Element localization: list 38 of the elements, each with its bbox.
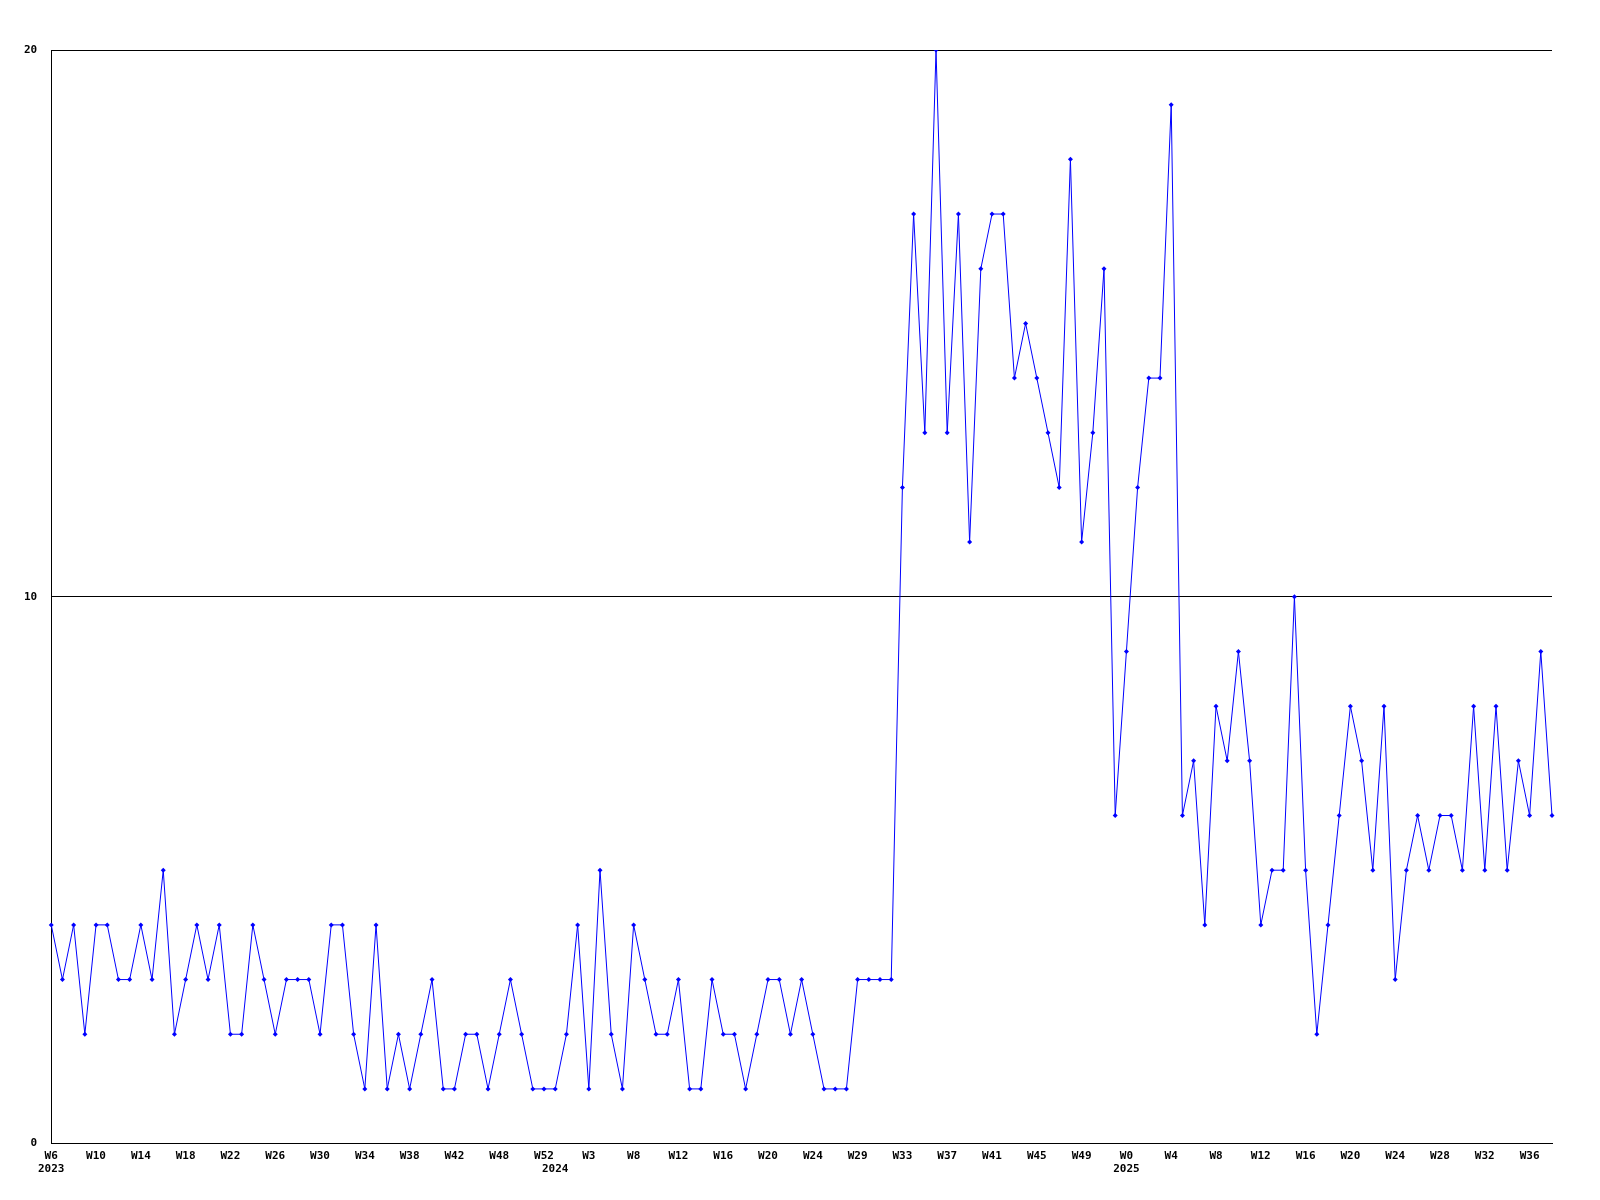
x-tick-label: W0 2025: [1113, 1149, 1140, 1176]
x-tick-label: W32: [1474, 1149, 1495, 1163]
x-tick-label: W28: [1430, 1149, 1450, 1163]
x-tick-label: W24: [802, 1149, 824, 1163]
x-tick-label: W30: [310, 1149, 330, 1163]
x-tick-label: W20: [1340, 1149, 1361, 1163]
x-tick-label: W49: [1071, 1149, 1092, 1163]
x-tick-label: W37: [937, 1149, 958, 1163]
x-tick-label: W16: [713, 1149, 734, 1163]
x-tick-label: W16: [1295, 1149, 1316, 1163]
y-tick-label: 10: [24, 589, 38, 603]
x-tick-label: W6 2023: [38, 1149, 65, 1176]
x-tick-label: W52: [534, 1149, 554, 1163]
y-tick-label: 20: [24, 42, 38, 56]
x-tick-label: W36: [1519, 1149, 1540, 1163]
x-tick-label: W29: [847, 1149, 868, 1163]
x-tick-label: W34: [354, 1149, 376, 1163]
x-tick-label: W12: [668, 1149, 689, 1163]
x-tick-label: W38: [399, 1149, 420, 1163]
x-tick-label: W4: [1164, 1149, 1179, 1163]
x-tick-label: W8: [627, 1149, 641, 1163]
x-tick-label: W42: [444, 1149, 465, 1163]
x-tick-label: W14: [130, 1149, 152, 1163]
y-tick-label: 0: [30, 1136, 38, 1150]
x-tick-label: W33: [892, 1149, 913, 1163]
x-tick-label: W3: [582, 1149, 596, 1163]
x-tick-label: W8: [1209, 1149, 1223, 1163]
x-tick-label: W20: [758, 1149, 778, 1163]
x-tick-label: W10: [86, 1149, 106, 1163]
x-tick-label: W18: [175, 1149, 196, 1163]
x-tick-label: W45: [1026, 1149, 1047, 1163]
x-tick-label: 2024: [541, 1162, 569, 1176]
x-tick-label: W24: [1385, 1149, 1406, 1163]
x-tick-label: W26: [265, 1149, 286, 1163]
x-tick-label: W22: [220, 1149, 241, 1163]
x-tick-label: W41: [982, 1149, 1003, 1163]
x-tick-label: W12: [1250, 1149, 1271, 1163]
x-tick-label: W48: [489, 1149, 510, 1163]
